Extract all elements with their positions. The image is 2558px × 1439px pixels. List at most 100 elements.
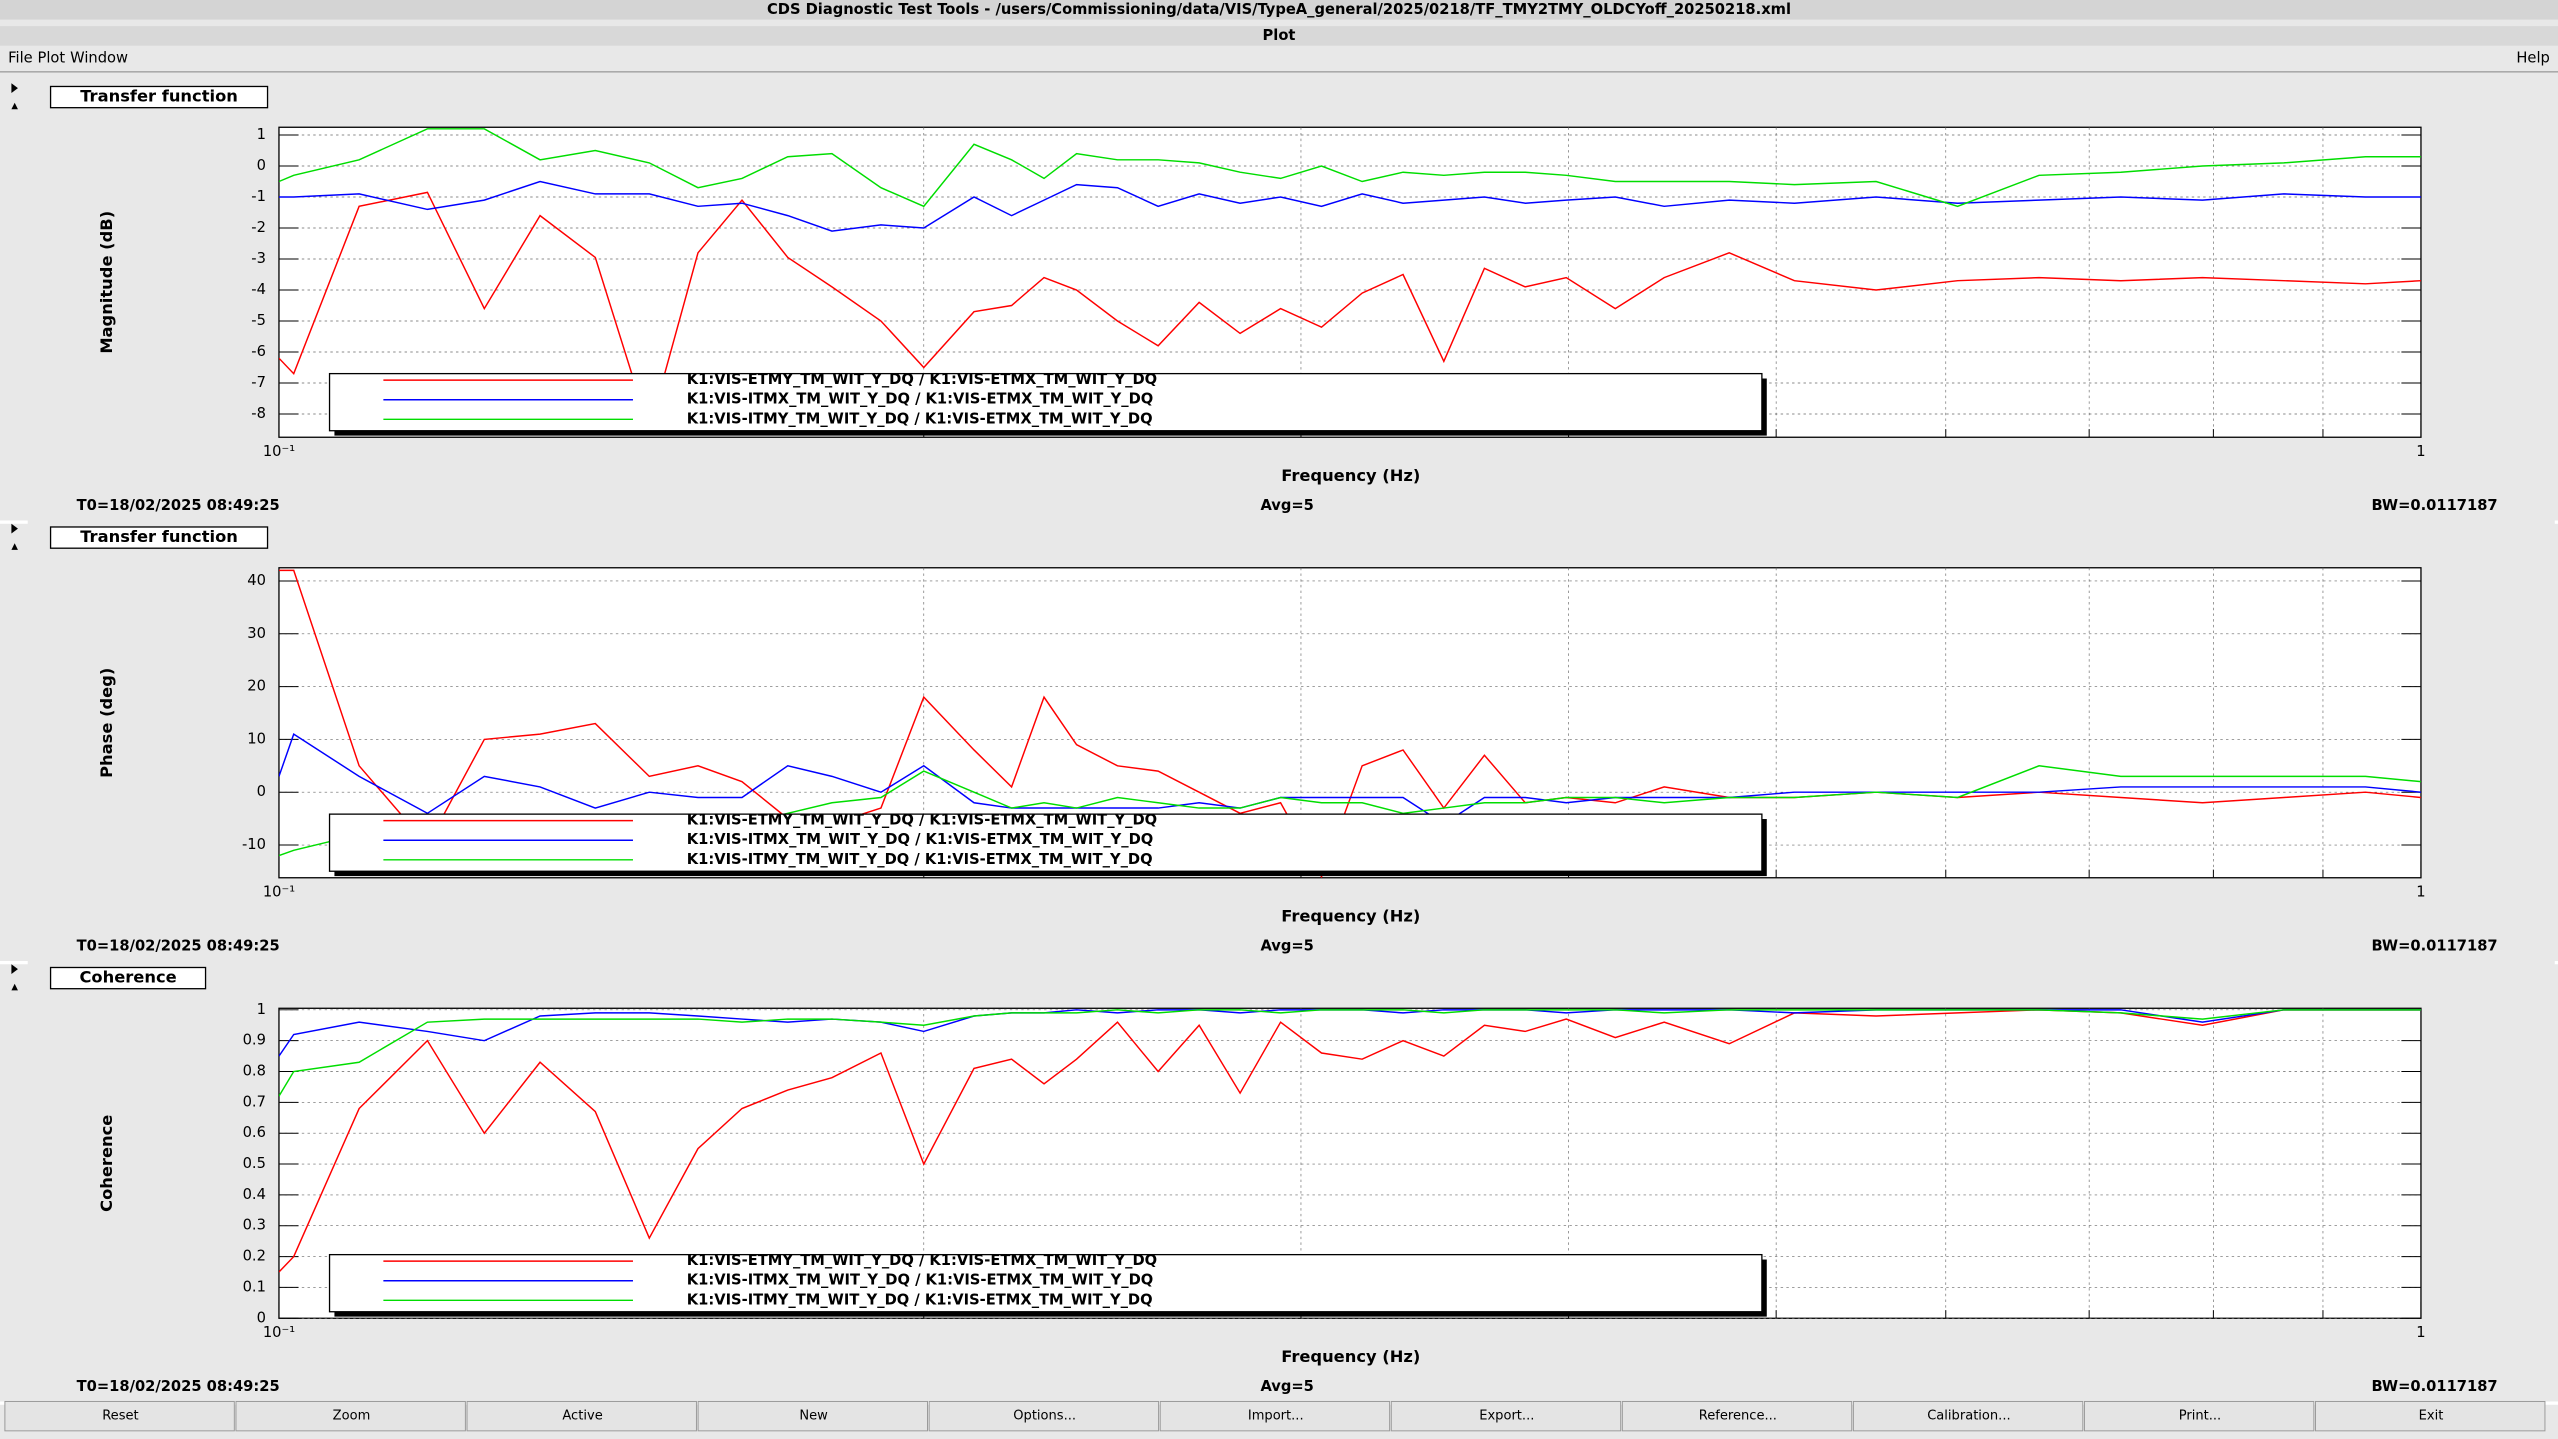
collapse-arrow[interactable] (11, 83, 18, 93)
button[interactable] (235, 1400, 466, 1432)
button[interactable] (1852, 1400, 2084, 1432)
bw-label: BW=0.0117187 (2372, 937, 2498, 954)
y-tick-label: 30 (247, 625, 266, 642)
plot-panel: Coherence 1 0.9 0.8 0.7 0.6 0.5 0.4 0.3 0.2 0.1 010… (0, 959, 2558, 1405)
series-line (278, 1009, 2421, 1097)
button[interactable] (466, 1400, 697, 1432)
sub-title-bar (0, 26, 2558, 46)
title-bar (0, 0, 2558, 20)
button[interactable] (1159, 1400, 1391, 1432)
expand-arrow[interactable] (11, 543, 18, 550)
x-axis-label: Frequency (Hz) (1281, 1347, 1420, 1366)
expand-arrow[interactable] (11, 983, 18, 991)
sub-title: Plot (1263, 27, 1296, 44)
y-tick-label: -7 (251, 374, 266, 391)
x-axis-label: Frequency (Hz) (1281, 906, 1420, 925)
y-tick-label: 1 (257, 126, 266, 143)
y-tick-label: 0.4 (243, 1186, 266, 1203)
legend-label: K1:VIS-ITMY_TM_WIT_Y_DQ / K1:VIS-ETMX_TM… (687, 410, 1153, 427)
button-label[interactable]: Print... (2179, 1409, 2221, 1424)
avg-label: Avg=5 (1260, 937, 1313, 954)
y-tick-label: 0.6 (243, 1124, 266, 1141)
button[interactable] (2315, 1400, 2546, 1432)
menu-item[interactable]: Help (2516, 50, 2549, 67)
y-tick-label: 0.9 (243, 1032, 266, 1049)
y-axis-label: Phase (deg) (97, 668, 116, 778)
collapse-arrow[interactable] (11, 523, 18, 534)
series-line (278, 180, 2421, 232)
y-tick-label: -6 (251, 343, 266, 360)
button-label[interactable]: Export... (1479, 1409, 1534, 1424)
legend-label: K1:VIS-ETMY_TM_WIT_Y_DQ / K1:VIS-ETMX_TM… (687, 371, 1157, 388)
button[interactable] (1390, 1400, 1622, 1432)
bw-label: BW=0.0117187 (2372, 1378, 2498, 1395)
legend-label: K1:VIS-ITMX_TM_WIT_Y_DQ / K1:VIS-ETMX_TM… (687, 391, 1153, 408)
button[interactable] (928, 1400, 1160, 1432)
button-label[interactable]: Import... (1248, 1409, 1304, 1424)
y-tick-label: 0.5 (243, 1155, 266, 1172)
plot-panel: Transfer function 40 30 20 10 0 -10 10⁻¹ 1 K1:VIS… (0, 518, 2558, 965)
legend (328, 1253, 1763, 1313)
button-label[interactable]: New (799, 1409, 828, 1424)
button-label[interactable]: Exit (2419, 1409, 2444, 1424)
avg-label: Avg=5 (1260, 497, 1313, 514)
plot-title-box (49, 526, 269, 549)
x-tick-label: 10⁻¹ (263, 443, 295, 460)
plot-title-box (49, 85, 269, 109)
y-tick-label: -4 (251, 281, 266, 298)
legend-label: K1:VIS-ETMY_TM_WIT_Y_DQ / K1:VIS-ETMX_TM… (687, 812, 1157, 829)
legend (328, 813, 1763, 872)
expand-arrow[interactable] (11, 102, 18, 110)
plot-title: Transfer function (80, 87, 238, 106)
x-tick-label: 1 (2416, 443, 2425, 460)
y-tick-label: 20 (247, 678, 266, 695)
button[interactable] (2083, 1400, 2315, 1432)
button-bar: Reset Zoom Active New Options... Import... Exp… (4, 1400, 2546, 1432)
y-tick-label: 40 (247, 572, 266, 589)
button-label[interactable]: Options... (1013, 1409, 1076, 1424)
button[interactable] (1621, 1400, 1853, 1432)
y-tick-label: -8 (251, 405, 266, 422)
button-label[interactable]: Zoom (333, 1409, 371, 1424)
button-label[interactable]: Reference... (1699, 1409, 1777, 1424)
legend-label: K1:VIS-ITMY_TM_WIT_Y_DQ / K1:VIS-ETMX_TM… (687, 851, 1153, 868)
t0-label: T0=18/02/2025 08:49:25 (77, 497, 280, 514)
plot-title: Transfer function (80, 527, 238, 546)
legend-label: K1:VIS-ITMY_TM_WIT_Y_DQ / K1:VIS-ETMX_TM… (687, 1291, 1153, 1308)
button[interactable] (4, 1400, 235, 1432)
y-tick-label: -10 (242, 836, 266, 853)
series-line (278, 732, 2421, 825)
menu-item[interactable]: Window (70, 50, 128, 67)
y-tick-label: 1 (257, 1001, 266, 1018)
t0-label: T0=18/02/2025 08:49:25 (77, 1378, 280, 1395)
t0-label: T0=18/02/2025 08:49:25 (77, 937, 280, 954)
button-label[interactable]: Active (562, 1409, 602, 1424)
x-tick-label: 1 (2416, 883, 2425, 900)
y-tick-label: -2 (251, 219, 266, 236)
y-tick-label: 0.2 (243, 1248, 266, 1265)
legend-label: K1:VIS-ETMY_TM_WIT_Y_DQ / K1:VIS-ETMX_TM… (687, 1252, 1157, 1269)
y-tick-label: -5 (251, 312, 266, 329)
legend-label: K1:VIS-ITMX_TM_WIT_Y_DQ / K1:VIS-ETMX_TM… (687, 1272, 1153, 1289)
y-tick-label: 0.3 (243, 1217, 266, 1234)
x-tick-label: 1 (2416, 1324, 2425, 1341)
button-label[interactable]: Calibration... (1927, 1409, 2010, 1424)
y-tick-label: 0.7 (243, 1093, 266, 1110)
button-label[interactable]: Reset (102, 1409, 138, 1424)
avg-label: Avg=5 (1260, 1378, 1313, 1395)
y-tick-label: 0 (257, 157, 266, 174)
y-tick-label: 0 (257, 783, 266, 800)
series-line (278, 1009, 2421, 1273)
y-tick-label: -1 (251, 188, 266, 205)
y-tick-label: 10 (247, 730, 266, 747)
y-axis-label: Coherence (97, 1115, 116, 1212)
menu-item[interactable]: Plot (38, 50, 66, 67)
series-line (278, 128, 2421, 208)
plot-title-box (49, 966, 207, 990)
collapse-arrow[interactable] (11, 964, 18, 975)
button[interactable] (697, 1400, 929, 1432)
menu-item[interactable]: File (8, 50, 33, 67)
